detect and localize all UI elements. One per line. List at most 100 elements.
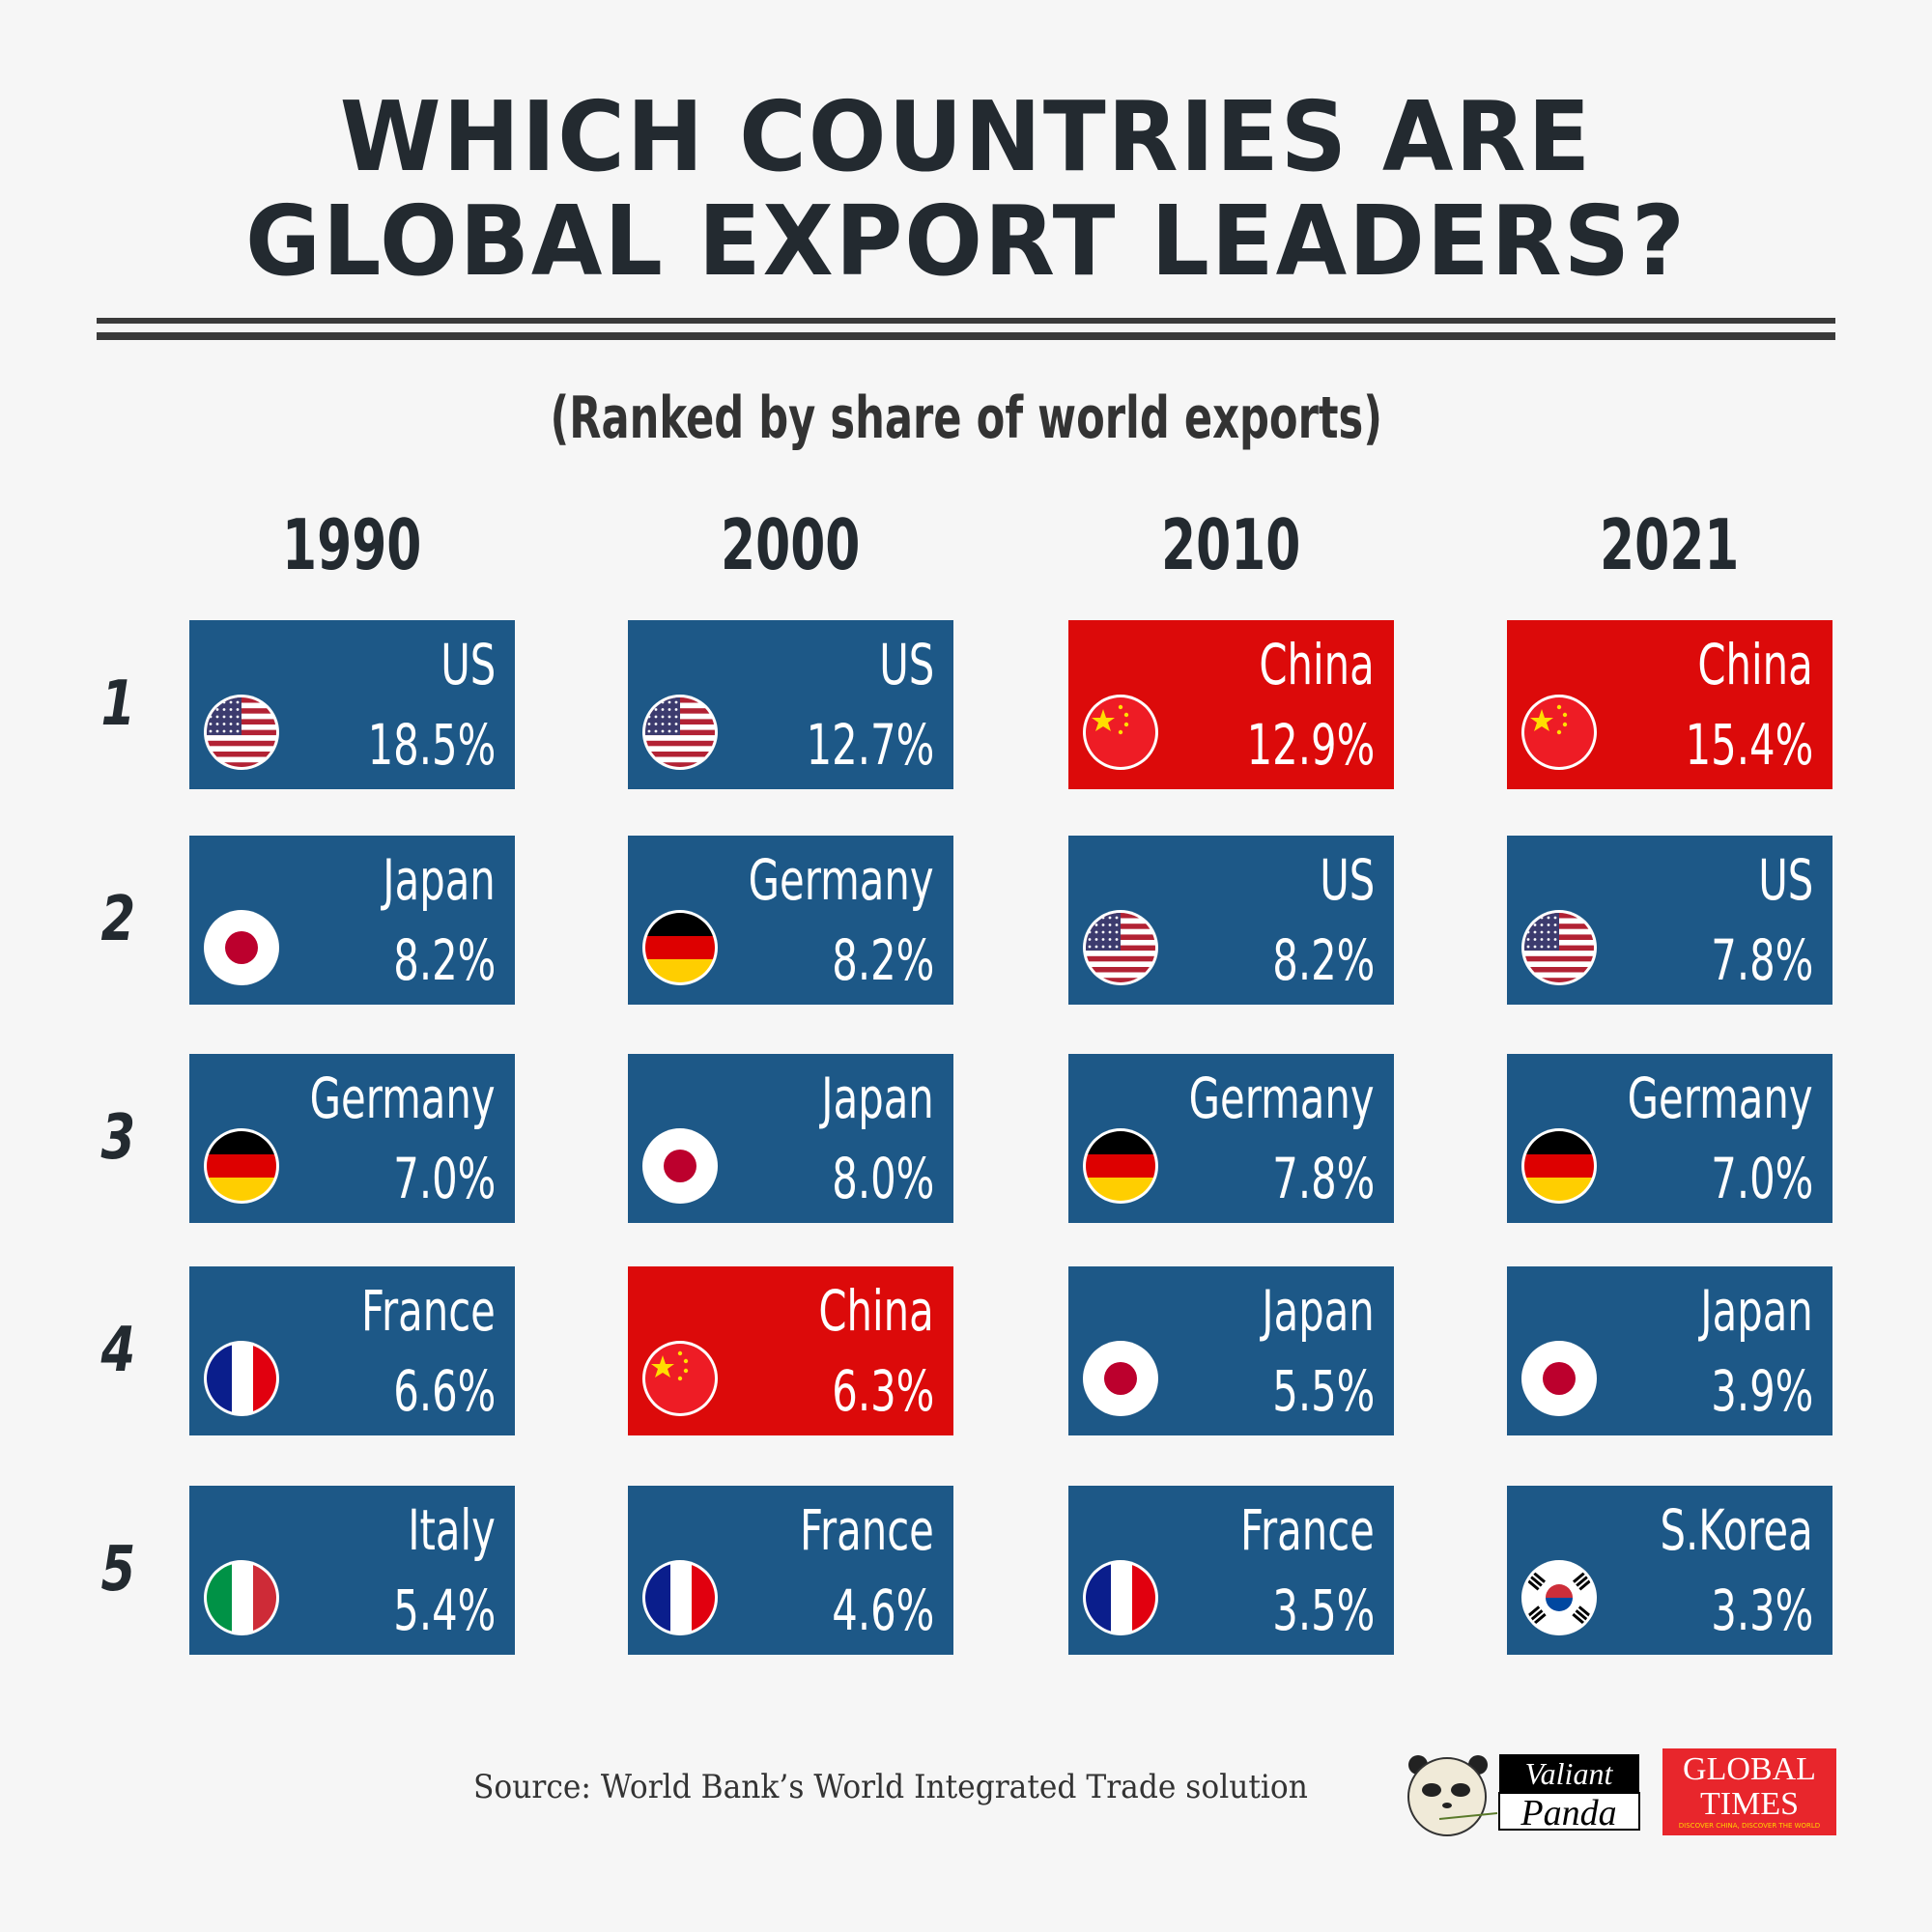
country-card: China 12.9% [1068,620,1394,789]
country-name: Germany [1189,1065,1375,1131]
rank-label: 2 [89,884,147,955]
svg-text:Valiant: Valiant [1525,1756,1614,1791]
germany-flag-icon [204,1128,279,1204]
country-name: Germany [1628,1065,1813,1131]
japan-flag-icon [204,910,279,985]
country-name: Germany [749,847,934,913]
country-name: China [1259,632,1375,697]
us-flag-icon [642,695,718,770]
country-name: Japan [383,847,496,913]
south-korea-flag-icon [1521,1560,1597,1635]
country-name: China [1697,632,1813,697]
country-card: US 12.7% [628,620,953,789]
export-share: 15.4% [1685,712,1813,778]
export-share: 7.8% [1710,927,1813,993]
us-flag-icon [1521,910,1597,985]
export-share: 5.4% [392,1577,496,1643]
country-name: US [440,632,496,697]
country-name: China [818,1278,934,1344]
china-flag-icon [1083,695,1158,770]
country-name: Germany [310,1065,496,1131]
export-share: 18.5% [367,712,496,778]
year-label: 2010 [1161,504,1301,585]
year-header-1990: 1990 [189,504,515,585]
rank-label: 1 [89,668,147,740]
rank-number: 4 [100,1315,135,1386]
source-text: Source: World Bank’s World Integrated Tr… [473,1768,1308,1806]
china-flag-icon [642,1341,718,1416]
japan-flag-icon [1083,1341,1158,1416]
country-name: France [361,1278,496,1344]
divider [97,332,1835,340]
country-name: France [1240,1497,1375,1563]
valiant-panda-logo: Valiant Panda [1401,1744,1642,1840]
italy-flag-icon [204,1560,279,1635]
export-share: 5.5% [1271,1358,1375,1424]
export-share: 8.2% [831,927,934,993]
export-share: 12.7% [806,712,934,778]
country-name: Japan [1262,1278,1375,1344]
svg-text:Panda: Panda [1520,1793,1616,1833]
source-note: Source: World Bank’s World Integrated Tr… [473,1768,1380,1806]
country-card: Germany 7.0% [189,1054,515,1223]
france-flag-icon [204,1341,279,1416]
rank-label: 4 [89,1315,147,1386]
year-header-2000: 2000 [628,504,953,585]
japan-flag-icon [642,1128,718,1204]
country-name: US [878,632,934,697]
country-card: US 7.8% [1507,836,1833,1005]
export-share: 8.2% [1271,927,1375,993]
country-card: France 4.6% [628,1486,953,1655]
rank-number: 1 [100,668,135,740]
rank-number: 2 [100,884,135,955]
country-card: Japan 8.2% [189,836,515,1005]
country-name: US [1319,847,1375,913]
year-label: 2021 [1600,504,1740,585]
year-label: 1990 [282,504,422,585]
year-header-2021: 2021 [1507,504,1833,585]
country-name: US [1757,847,1813,913]
country-card: US 18.5% [189,620,515,789]
year-header-2010: 2010 [1068,504,1394,585]
rank-number: 3 [100,1102,135,1174]
export-share: 3.3% [1710,1577,1813,1643]
rank-label: 3 [89,1102,147,1174]
us-flag-icon [1083,910,1158,985]
country-card: Germany 8.2% [628,836,953,1005]
subtitle: (Ranked by share of world exports) [0,384,1932,452]
germany-flag-icon [642,910,718,985]
divider [97,318,1835,324]
country-name: France [800,1497,934,1563]
global-times-logo: GLOBAL TIMES DISCOVER CHINA, DISCOVER THE… [1662,1748,1836,1835]
export-share: 7.0% [392,1146,496,1211]
export-share: 7.0% [1710,1146,1813,1211]
title-line-2: GLOBAL EXPORT LEADERS? [245,185,1687,298]
country-name: Japan [1700,1278,1813,1344]
country-card: Japan 5.5% [1068,1266,1394,1435]
export-share: 3.9% [1710,1358,1813,1424]
export-share: 7.8% [1271,1146,1375,1211]
export-share: 6.3% [831,1358,934,1424]
country-card: Germany 7.8% [1068,1054,1394,1223]
global-times-logo-text: GLOBAL TIMES [1683,1751,1816,1822]
france-flag-icon [642,1560,718,1635]
year-label: 2000 [721,504,861,585]
country-card: Japan 8.0% [628,1054,953,1223]
rank-label: 5 [89,1534,147,1605]
country-name: S.Korea [1660,1497,1813,1563]
export-share: 12.9% [1246,712,1375,778]
export-share: 6.6% [392,1358,496,1424]
germany-flag-icon [1083,1128,1158,1204]
export-share: 3.5% [1271,1577,1375,1643]
export-share: 4.6% [831,1577,934,1643]
page-title: WHICH COUNTRIES ARE GLOBAL EXPORT LEADER… [0,85,1932,294]
country-card: S.Korea 3.3% [1507,1486,1833,1655]
export-share: 8.0% [831,1146,934,1211]
country-card: Japan 3.9% [1507,1266,1833,1435]
country-card: China 15.4% [1507,620,1833,789]
country-card: France 3.5% [1068,1486,1394,1655]
country-card: Italy 5.4% [189,1486,515,1655]
country-name: Japan [821,1065,934,1131]
france-flag-icon [1083,1560,1158,1635]
country-card: Germany 7.0% [1507,1054,1833,1223]
